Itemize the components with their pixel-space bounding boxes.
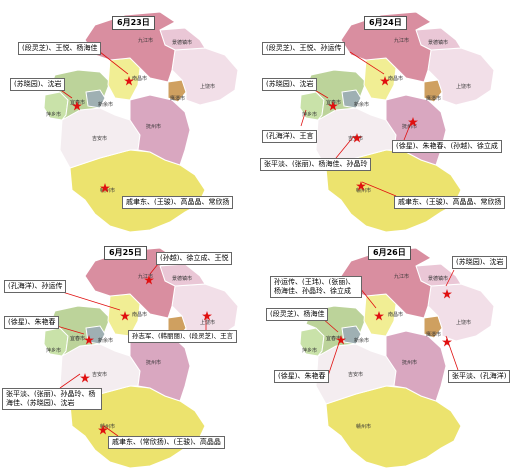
city-jian: 吉安市 (92, 136, 108, 142)
city-jian: 吉安市 (92, 372, 108, 378)
city-yingtan: 鹰潭市 (170, 96, 186, 102)
city-fuzhou: 抚州市 (146, 124, 162, 130)
team-label: (孔海洋)、孙运传 (4, 280, 67, 293)
star-marker (124, 71, 134, 81)
team-label: 孙志军、(韩丽丽)、(段灵芝)、王言 (128, 330, 238, 343)
city-jiujiang: 九江市 (138, 38, 154, 44)
team-label: (徐星)、朱艳春 (4, 316, 60, 329)
star-marker (442, 284, 452, 294)
team-label: (徐星)、朱艳春 (274, 370, 330, 383)
star-marker (328, 96, 338, 106)
arrow-lines (300, 51, 413, 197)
team-label: 孙运传、(王玮)、(张丽)、杨海佳、孙晶玲、徐立成 (270, 276, 362, 298)
star-marker (356, 176, 366, 186)
team-label: 张平淡、(张丽)、杨海佳、孙晶玲 (260, 158, 372, 171)
city-nanchang: 南昌市 (388, 312, 404, 318)
team-label: (苏晓园)、沈岩 (452, 256, 508, 269)
city-ganzhou: 赣州市 (356, 188, 372, 194)
star-marker (98, 420, 108, 430)
city-jiujiang: 九江市 (394, 274, 410, 280)
star-marker (374, 306, 384, 316)
team-label: 戚聿东、(王骏)、高晶晶、常欣扬 (394, 196, 506, 209)
date-label: 6月25日 (104, 246, 147, 260)
team-label: 张平淡、(张丽)、孙晶玲、杨海佳、(苏晓园)、沈岩 (2, 388, 102, 410)
city-shangrao: 上饶市 (200, 320, 216, 326)
city-nanchang: 南昌市 (132, 312, 148, 318)
city-pingxiang: 萍乡市 (46, 112, 62, 118)
star-marker (144, 270, 154, 280)
city-xinyu: 新余市 (98, 102, 114, 108)
team-label: (苏晓园)、沈岩 (10, 78, 66, 91)
city-yichun: 宜春市 (70, 336, 86, 342)
star-marker (380, 71, 390, 81)
team-label: (段灵芝)、王悦、杨海佳 (18, 42, 102, 55)
star-marker (442, 332, 452, 342)
team-label: (段灵芝)、杨海佳 (266, 308, 329, 321)
city-yingtan: 鹰潭市 (426, 332, 442, 338)
city-jiujiang: 九江市 (394, 38, 410, 44)
city-pingxiang: 萍乡市 (302, 112, 318, 118)
team-label: 张平淡、(孔海洋) (448, 370, 511, 383)
map-panel-0623: 九江市 景德镇市 上饶市 南昌市 鹰潭市 新余市 宜春市 萍乡市 抚州市 吉安市… (0, 0, 256, 235)
map-panel-0624: 九江市 景德镇市 上饶市 南昌市 鹰潭市 新余市 宜春市 萍乡市 抚州市 吉安市… (256, 0, 512, 235)
date-label: 6月26日 (368, 246, 411, 260)
city-pingxiang: 萍乡市 (46, 348, 62, 354)
city-ganzhou: 赣州市 (356, 424, 372, 430)
city-pingxiang: 萍乡市 (302, 348, 318, 354)
map-panel-0626: 九江市 景德镇市 上饶市 南昌市 鹰潭市 新余市 宜春市 萍乡市 抚州市 吉安市… (256, 236, 512, 471)
city-ganzhou: 赣州市 (100, 424, 116, 430)
star-marker (202, 306, 212, 316)
star-marker (408, 112, 418, 122)
city-xinyu: 新余市 (98, 338, 114, 344)
city-jingdezhen: 景德镇市 (428, 276, 449, 282)
city-jiujiang: 九江市 (138, 274, 154, 280)
city-yingtan: 鹰潭市 (426, 96, 442, 102)
city-jingdezhen: 景德镇市 (172, 276, 193, 282)
team-label: (孔海洋)、王言 (262, 130, 318, 143)
star-marker (352, 128, 362, 138)
star-marker (120, 306, 130, 316)
city-fuzhou: 抚州市 (146, 360, 162, 366)
city-nanchang: 南昌市 (132, 76, 148, 82)
city-jingdezhen: 景德镇市 (428, 40, 449, 46)
star-marker (100, 178, 110, 188)
team-label: (段灵芝)、王悦、孙运传 (262, 42, 346, 55)
city-shangrao: 上饶市 (456, 320, 472, 326)
city-xinyu: 新余市 (354, 338, 370, 344)
city-shangrao: 上饶市 (456, 84, 472, 90)
team-label: (孙越)、徐立成、王悦 (156, 252, 233, 265)
star-marker (336, 330, 346, 340)
date-label: 6月23日 (112, 16, 155, 30)
city-jian: 吉安市 (348, 372, 364, 378)
city-jingdezhen: 景德镇市 (172, 40, 193, 46)
star-marker (80, 368, 90, 378)
team-label: (徐星)、朱艳春、(孙越)、徐立成 (392, 140, 502, 153)
star-marker (72, 96, 82, 106)
city-shangrao: 上饶市 (200, 84, 216, 90)
arrow-lines (321, 269, 459, 377)
team-label: (苏晓园)、沈岩 (262, 78, 318, 91)
city-fuzhou: 抚州市 (402, 124, 418, 130)
city-xinyu: 新余市 (354, 102, 370, 108)
date-label: 6月24日 (364, 16, 407, 30)
city-yichun: 宜春市 (326, 336, 342, 342)
team-label: 戚聿东、(王骏)、高晶晶、常欣扬 (122, 196, 234, 209)
city-fuzhou: 抚州市 (402, 360, 418, 366)
city-nanchang: 南昌市 (388, 76, 404, 82)
star-marker (84, 330, 94, 340)
team-label: 戚聿东、(常欣扬)、(王骏)、高晶晶 (108, 436, 225, 449)
map-panel-0625: 九江市 景德镇市 上饶市 南昌市 鹰潭市 新余市 宜春市 萍乡市 抚州市 吉安市… (0, 236, 256, 471)
